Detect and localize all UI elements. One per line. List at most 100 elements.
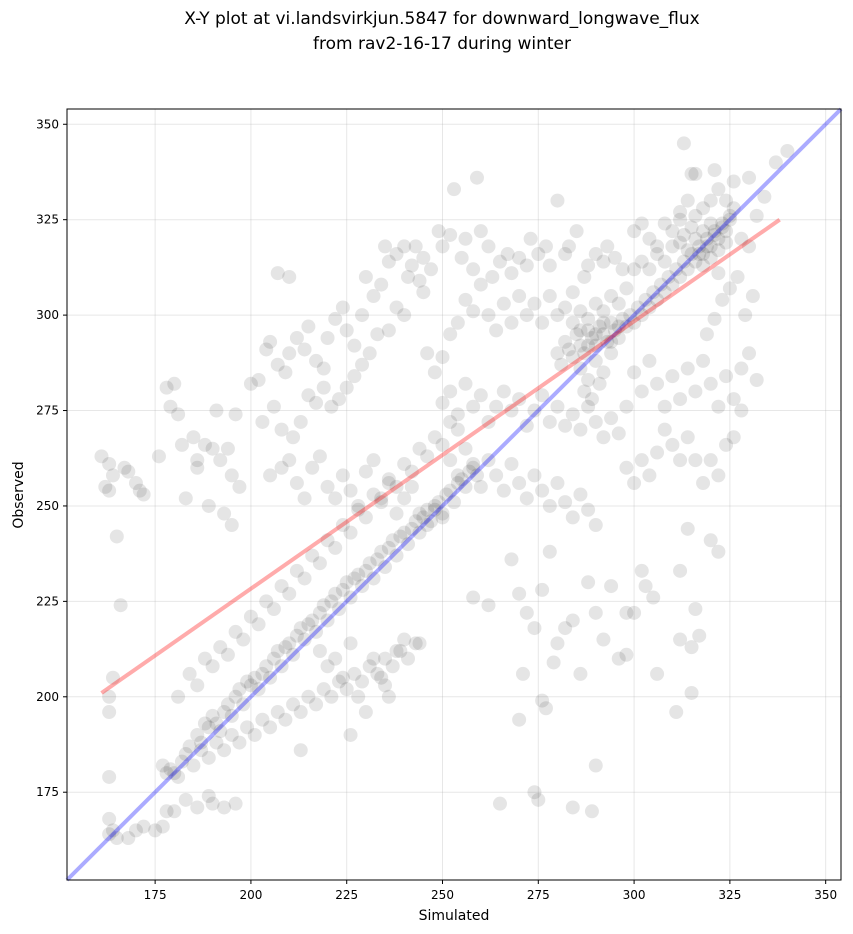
data-point	[228, 689, 243, 704]
data-point	[240, 674, 255, 689]
data-point	[657, 254, 672, 269]
y-tick-label: 350	[36, 117, 59, 131]
data-point	[596, 315, 611, 330]
data-point	[542, 544, 557, 559]
data-point	[692, 628, 707, 643]
data-point	[266, 399, 281, 414]
data-point	[117, 460, 132, 475]
data-point	[312, 605, 327, 620]
data-point	[109, 529, 124, 544]
data-point	[443, 327, 458, 342]
data-point	[550, 636, 565, 651]
data-point	[209, 716, 224, 731]
data-point	[174, 754, 189, 769]
data-point	[657, 285, 672, 300]
data-point	[259, 342, 274, 357]
x-tick-label: 275	[527, 888, 550, 902]
data-point	[485, 269, 500, 284]
data-point	[420, 346, 435, 361]
data-point	[220, 647, 235, 662]
data-point	[569, 327, 584, 342]
data-point	[113, 598, 128, 613]
data-point	[719, 235, 734, 250]
data-point	[500, 247, 515, 262]
data-point	[466, 399, 481, 414]
data-point	[389, 247, 404, 262]
data-point	[416, 285, 431, 300]
data-point	[619, 605, 634, 620]
data-point	[324, 689, 339, 704]
y-tick-label: 250	[36, 499, 59, 513]
data-point	[696, 476, 711, 491]
data-point	[642, 353, 657, 368]
data-point	[293, 743, 308, 758]
data-point	[343, 727, 358, 742]
data-point	[512, 289, 527, 304]
data-point	[627, 262, 642, 277]
data-point	[370, 327, 385, 342]
data-point	[443, 227, 458, 242]
data-point	[707, 224, 722, 239]
data-point	[573, 487, 588, 502]
data-point	[515, 666, 530, 681]
data-point	[335, 468, 350, 483]
data-point	[538, 701, 553, 716]
data-point	[312, 449, 327, 464]
data-point	[742, 239, 757, 254]
data-point	[673, 453, 688, 468]
chart-subtitle: from rav2-16-17 during winter	[313, 34, 571, 54]
data-point	[224, 518, 239, 533]
data-point	[205, 441, 220, 456]
data-point	[581, 323, 596, 338]
data-point	[121, 464, 136, 479]
data-point	[454, 472, 469, 487]
data-point	[167, 376, 182, 391]
data-point	[573, 338, 588, 353]
data-point	[581, 258, 596, 273]
data-point	[278, 712, 293, 727]
data-point	[711, 231, 726, 246]
regression-line	[100, 218, 781, 695]
data-point	[182, 666, 197, 681]
data-point	[627, 476, 642, 491]
data-point	[305, 548, 320, 563]
data-point	[213, 724, 228, 739]
data-point	[688, 602, 703, 617]
data-point	[347, 666, 362, 681]
data-point	[282, 269, 297, 284]
data-point	[427, 365, 442, 380]
data-point	[519, 605, 534, 620]
data-point	[642, 300, 657, 315]
data-point	[604, 579, 619, 594]
data-point	[351, 498, 366, 513]
data-point	[355, 357, 370, 372]
data-point	[696, 247, 711, 262]
data-point	[243, 376, 258, 391]
data-point	[742, 170, 757, 185]
data-point	[171, 407, 186, 422]
data-point	[343, 636, 358, 651]
data-point	[596, 304, 611, 319]
data-point	[339, 323, 354, 338]
data-point	[151, 449, 166, 464]
data-point	[293, 705, 308, 720]
data-point	[163, 399, 178, 414]
data-point	[665, 277, 680, 292]
data-point	[251, 682, 266, 697]
data-point	[726, 174, 741, 189]
data-point	[324, 594, 339, 609]
data-point	[374, 544, 389, 559]
data-point	[289, 628, 304, 643]
data-point	[657, 399, 672, 414]
data-point	[427, 430, 442, 445]
data-point	[780, 143, 795, 158]
data-point	[332, 392, 347, 407]
data-point	[381, 689, 396, 704]
data-point	[519, 418, 534, 433]
data-point	[171, 769, 186, 784]
data-point	[374, 491, 389, 506]
data-point	[136, 487, 151, 502]
data-point	[351, 689, 366, 704]
data-point	[286, 647, 301, 662]
data-point	[634, 216, 649, 231]
